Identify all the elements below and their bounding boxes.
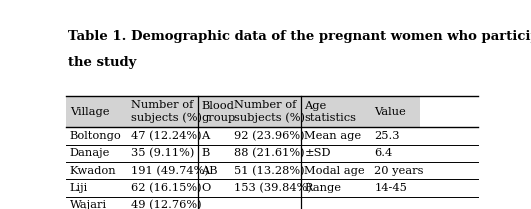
Text: 20 years: 20 years	[374, 166, 424, 176]
Text: 49 (12.76%): 49 (12.76%)	[131, 200, 201, 209]
Bar	[371, 96, 421, 127]
Text: Blood
group: Blood group	[201, 101, 236, 123]
Text: Boltongo: Boltongo	[70, 131, 122, 141]
Text: 153 (39.84%): 153 (39.84%)	[234, 183, 312, 193]
Text: A: A	[201, 131, 210, 141]
Text: 35 (9.11%): 35 (9.11%)	[131, 148, 194, 158]
Text: Age
statistics: Age statistics	[304, 101, 356, 123]
Bar	[66, 96, 127, 127]
Text: 14-45: 14-45	[374, 183, 407, 193]
Text: Mean age: Mean age	[304, 131, 362, 141]
Text: 47 (12.24%): 47 (12.24%)	[131, 131, 201, 141]
Text: 88 (21.61%): 88 (21.61%)	[234, 148, 305, 158]
Text: Value: Value	[374, 107, 406, 117]
Text: Wajari: Wajari	[70, 200, 107, 209]
Text: 51 (13.28%): 51 (13.28%)	[234, 166, 305, 176]
Text: Range: Range	[304, 183, 341, 193]
Text: 6.4: 6.4	[374, 148, 392, 158]
Text: AB: AB	[201, 166, 218, 176]
Bar	[231, 96, 301, 127]
Bar	[127, 96, 198, 127]
Text: the study: the study	[68, 56, 137, 69]
Bar	[301, 96, 371, 127]
Text: Number of
subjects (%): Number of subjects (%)	[131, 100, 202, 123]
Text: Liji: Liji	[70, 183, 88, 193]
Text: ±SD: ±SD	[304, 148, 331, 158]
Text: Danaje: Danaje	[70, 148, 110, 158]
Text: 92 (23.96%): 92 (23.96%)	[234, 131, 305, 141]
Bar	[198, 96, 231, 127]
Text: O: O	[201, 183, 211, 193]
Text: 191 (49.74%): 191 (49.74%)	[131, 166, 209, 176]
Text: Modal age: Modal age	[304, 166, 365, 176]
Text: Village: Village	[70, 107, 109, 117]
Text: 62 (16.15%): 62 (16.15%)	[131, 183, 201, 193]
Text: B: B	[201, 148, 210, 158]
Text: Table 1. Demographic data of the pregnant women who participated in: Table 1. Demographic data of the pregnan…	[68, 30, 531, 43]
Text: Kwadon: Kwadon	[70, 166, 116, 176]
Text: Number of
subjects (%): Number of subjects (%)	[234, 100, 305, 123]
Text: 25.3: 25.3	[374, 131, 400, 141]
